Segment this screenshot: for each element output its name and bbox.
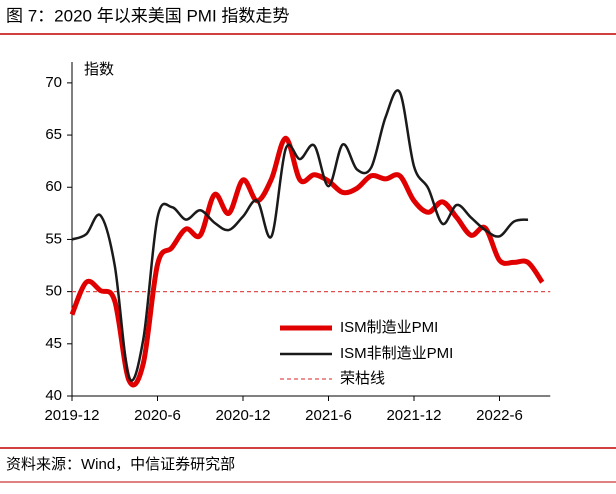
x-tick-label: 2020-6 (134, 407, 181, 424)
x-tick-label: 2022-6 (476, 407, 523, 424)
y-tick-label: 65 (45, 126, 62, 143)
source: 资料来源：Wind，中信证券研究部 (6, 456, 235, 473)
y-tick-label: 45 (45, 335, 62, 352)
y-tick-label: 40 (45, 387, 62, 404)
x-tick-label: 2021-12 (386, 407, 441, 424)
y-axis-label: 指数 (84, 61, 114, 78)
x-tick-label: 2020-12 (215, 407, 270, 424)
title: 图 7：2020 年以来美国 PMI 指数走势 (6, 6, 289, 25)
legend-label: ISM非制造业PMI (340, 345, 453, 362)
y-tick-label: 55 (45, 230, 62, 247)
series-line (69, 135, 545, 388)
x-tick-label: 2019-12 (44, 407, 99, 424)
x-tick-label: 2021-6 (305, 407, 352, 424)
y-tick-label: 50 (45, 283, 62, 300)
y-tick-label: 60 (45, 178, 62, 195)
legend-label: ISM制造业PMI (340, 319, 438, 336)
legend-label: 荣枯线 (340, 370, 385, 387)
y-tick-label: 70 (45, 74, 62, 91)
series-line (71, 89, 529, 382)
